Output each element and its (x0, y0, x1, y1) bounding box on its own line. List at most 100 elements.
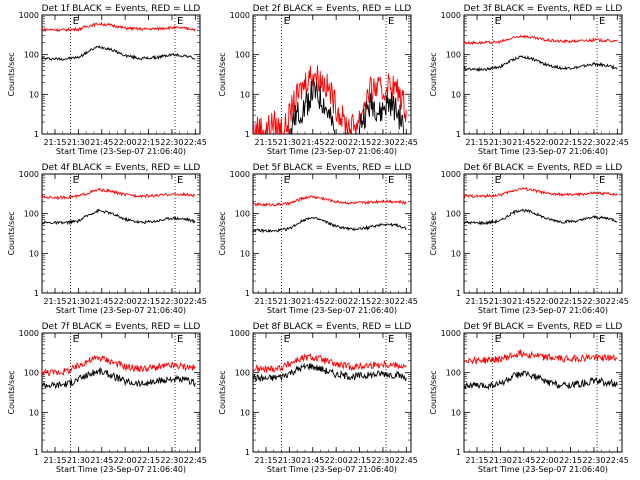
x-tick-label: 22:00 (114, 297, 137, 306)
eclipse-mark-label: E (284, 334, 290, 345)
x-tick-label: 21:45 (90, 297, 113, 306)
y-tick-label: 100 (24, 369, 39, 378)
x-tick-label: 22:15 (559, 297, 582, 306)
x-tick-label: 21:30 (278, 297, 301, 306)
events-series-line (42, 366, 196, 390)
y-tick-label: 1000 (230, 329, 250, 338)
lld-series-line (253, 352, 407, 373)
x-tick-label: 22:30 (160, 297, 183, 306)
y-axis-label: Counts/sec (7, 370, 16, 414)
y-tick-label: 100 (24, 210, 39, 219)
y-tick-label: 1 (245, 448, 250, 457)
x-tick-label: 22:00 (325, 138, 348, 147)
x-tick-label: 21:45 (301, 297, 324, 306)
y-tick-label: 1 (245, 130, 250, 139)
panel-det-4: Det 4f BLACK = Events, RED = LLD 1 10 100 10… (7, 163, 207, 315)
eclipse-mark-label: E (599, 175, 605, 186)
x-tick-label: 21:30 (67, 456, 90, 465)
y-tick-label: 100 (235, 51, 250, 60)
x-tick-label: 22:15 (348, 138, 371, 147)
x-tick-label: 22:15 (137, 456, 160, 465)
y-tick-label: 1000 (441, 11, 461, 20)
eclipse-mark-label: E (284, 175, 290, 186)
y-tick-label: 10 (240, 408, 250, 417)
panel-title: Det 9f BLACK = Events, RED = LLD (464, 322, 623, 332)
panel-det-3: Det 3f BLACK = Events, RED = LLD 1 10 100 10… (429, 4, 629, 156)
panel-det-8: Det 8f BLACK = Events, RED = LLD 1 10 100 10… (218, 322, 418, 474)
x-tick-label: 22:30 (582, 456, 605, 465)
eclipse-mark-label: E (284, 16, 290, 27)
x-tick-label: 22:30 (582, 297, 605, 306)
x-tick-label: 22:15 (137, 138, 160, 147)
x-tick-label: 22:30 (371, 138, 394, 147)
y-tick-label: 10 (29, 249, 39, 258)
plot-frame (252, 14, 412, 135)
x-tick-label: 21:45 (512, 297, 535, 306)
x-tick-label: 22:45 (395, 138, 418, 147)
plot-frame (463, 14, 623, 135)
panel-det-7: Det 7f BLACK = Events, RED = LLD 1 10 100 10… (7, 322, 207, 474)
x-tick-label: 22:45 (184, 456, 207, 465)
x-tick-label: 22:45 (395, 297, 418, 306)
lld-series-line (42, 187, 196, 200)
x-tick-label: 22:00 (114, 456, 137, 465)
x-axis-label: Start Time (23-Sep-07 21:06:40) (267, 465, 397, 474)
series-group (464, 34, 618, 72)
panel-title: Det 7f BLACK = Events, RED = LLD (42, 322, 201, 332)
y-tick-label: 100 (24, 51, 39, 60)
x-tick-label: 21:45 (301, 138, 324, 147)
panel-title: Det 2f BLACK = Events, RED = LLD (253, 4, 412, 14)
eclipse-mark-label: E (388, 175, 394, 186)
lld-series-line (253, 194, 407, 208)
panel-title: Det 1f BLACK = Events, RED = LLD (42, 4, 201, 14)
events-series-line (464, 55, 618, 72)
y-tick-label: 100 (235, 210, 250, 219)
x-tick-label: 21:15 (43, 456, 66, 465)
x-tick-label: 22:45 (395, 456, 418, 465)
x-tick-label: 21:15 (254, 456, 277, 465)
x-tick-label: 21:45 (301, 456, 324, 465)
events-series-line (253, 362, 407, 382)
x-tick-label: 21:30 (278, 138, 301, 147)
y-tick-label: 10 (451, 408, 461, 417)
x-tick-label: 21:45 (90, 456, 113, 465)
x-tick-label: 21:30 (67, 297, 90, 306)
series-group (253, 194, 407, 234)
x-tick-label: 21:15 (465, 297, 488, 306)
x-axis-label: Start Time (23-Sep-07 21:06:40) (56, 306, 186, 315)
x-tick-label: 22:30 (582, 138, 605, 147)
eclipse-mark-label: E (599, 16, 605, 27)
y-tick-label: 1000 (441, 170, 461, 179)
series-group (42, 187, 196, 226)
lld-series-line (42, 21, 196, 33)
y-tick-label: 10 (240, 249, 250, 258)
panel-title: Det 6f BLACK = Events, RED = LLD (464, 163, 623, 173)
eclipse-mark-label: E (177, 175, 183, 186)
y-tick-label: 1000 (441, 329, 461, 338)
events-series-line (253, 216, 407, 234)
x-axis-label: Start Time (23-Sep-07 21:06:40) (56, 147, 186, 156)
panel-det-1: Det 1f BLACK = Events, RED = LLD 1 10 100 10… (7, 4, 207, 156)
panel-det-9: Det 9f BLACK = Events, RED = LLD 1 10 100 10… (429, 322, 629, 474)
y-tick-label: 1 (456, 448, 461, 457)
y-tick-label: 1 (34, 130, 39, 139)
y-tick-label: 10 (451, 249, 461, 258)
plot-frame (252, 332, 412, 453)
series-group (42, 21, 196, 61)
x-tick-label: 22:30 (160, 138, 183, 147)
panel-title: Det 4f BLACK = Events, RED = LLD (42, 163, 201, 173)
x-axis-label: Start Time (23-Sep-07 21:06:40) (478, 306, 608, 315)
series-group (464, 186, 618, 226)
lld-series-line (253, 65, 407, 134)
lld-series-line (464, 34, 618, 45)
y-tick-label: 10 (240, 90, 250, 99)
x-tick-label: 22:45 (184, 138, 207, 147)
series-group (464, 349, 618, 391)
plot-frame (463, 173, 623, 294)
y-tick-label: 100 (446, 369, 461, 378)
x-tick-label: 22:15 (137, 297, 160, 306)
x-axis-label: Start Time (23-Sep-07 21:06:40) (267, 147, 397, 156)
x-tick-label: 22:00 (536, 138, 559, 147)
x-tick-label: 21:30 (489, 138, 512, 147)
